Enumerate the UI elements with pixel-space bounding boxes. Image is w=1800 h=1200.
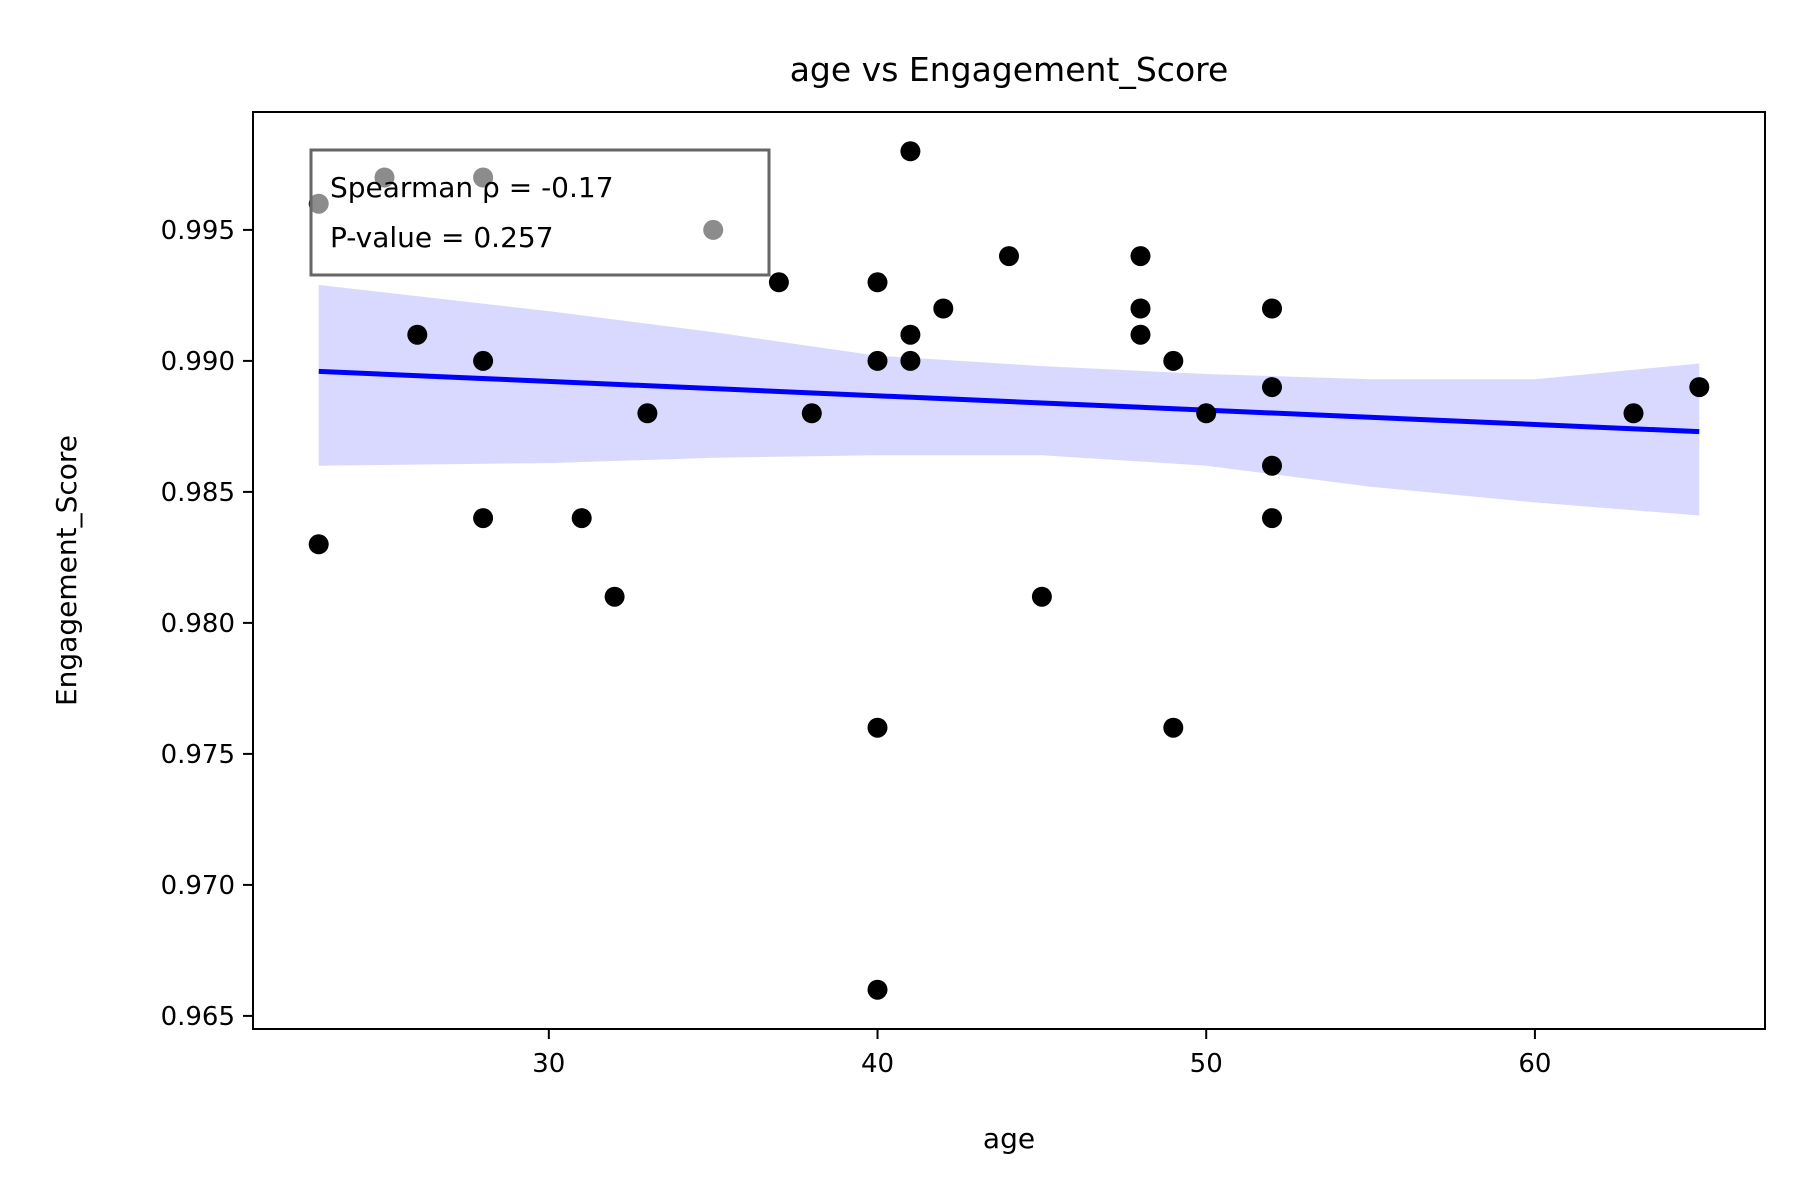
data-point [1031, 586, 1052, 607]
data-point [473, 508, 494, 529]
regression-line [318, 368, 1700, 435]
data-point [637, 403, 658, 424]
x-tick-label: 30 [532, 1049, 565, 1079]
data-point [308, 534, 329, 555]
x-tick-label: 40 [861, 1049, 894, 1079]
y-ticks: 0.965 0.970 0.975 0.980 0.985 0.990 0.995 [161, 216, 253, 1032]
y-tick-label: 0.970 [161, 871, 235, 901]
data-point [867, 350, 888, 371]
data-point [1196, 403, 1217, 424]
data-point [768, 272, 789, 293]
x-tick-label: 60 [1518, 1049, 1551, 1079]
y-tick-label: 0.995 [161, 216, 235, 246]
x-tick-label: 50 [1190, 1049, 1223, 1079]
data-point [867, 272, 888, 293]
data-point [1163, 350, 1184, 371]
data-point [571, 508, 592, 529]
data-point [1130, 298, 1151, 319]
y-tick-label: 0.990 [161, 347, 235, 377]
data-point [900, 141, 921, 162]
data-point [900, 324, 921, 345]
y-tick-label: 0.985 [161, 478, 235, 508]
spearman-rho-text: Spearman ρ = -0.17 [330, 171, 614, 204]
data-point [407, 324, 428, 345]
chart-title: age vs Engagement_Score [790, 50, 1229, 89]
y-tick-label: 0.980 [161, 609, 235, 639]
x-ticks: 30 40 50 60 [532, 1029, 1551, 1079]
data-point [1262, 298, 1282, 319]
fit-line-layer [318, 368, 1700, 435]
data-point [801, 403, 822, 424]
y-tick-label: 0.965 [161, 1002, 235, 1032]
data-point [1262, 455, 1282, 476]
y-axis-label: Engagement_Score [50, 435, 83, 706]
data-point [1163, 717, 1184, 738]
data-point [1130, 324, 1151, 345]
data-point [604, 586, 625, 607]
plot-frame [252, 111, 1766, 1030]
data-point [999, 246, 1019, 267]
data-point [867, 717, 888, 738]
data-point [867, 979, 888, 1000]
data-point [473, 350, 494, 371]
x-axis-label: age [983, 1122, 1035, 1155]
data-point [1262, 508, 1282, 529]
data-point [1689, 377, 1710, 398]
data-point [933, 298, 954, 319]
stats-annotation: Spearman ρ = -0.17 P-value = 0.257 [309, 148, 771, 277]
data-point [900, 350, 921, 371]
stats-annotation-box [309, 148, 771, 277]
y-tick-label: 0.975 [161, 740, 235, 770]
p-value-text: P-value = 0.257 [330, 221, 554, 254]
data-point [1262, 377, 1282, 398]
data-point [1130, 246, 1151, 267]
data-point [1623, 403, 1644, 424]
